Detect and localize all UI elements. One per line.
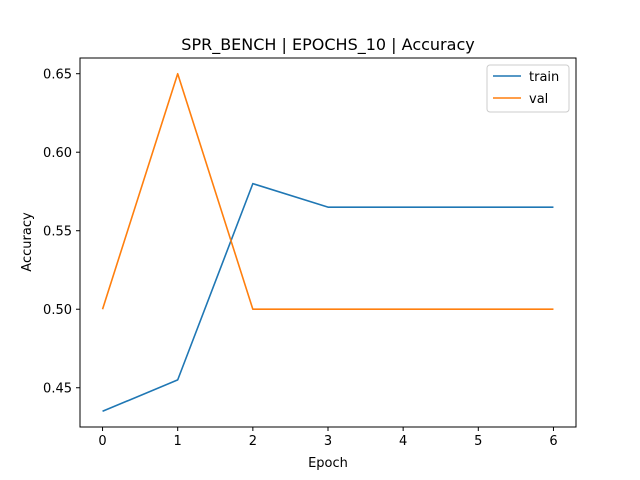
series-layer [101, 72, 554, 413]
legend-label-val: val [529, 92, 548, 107]
series-line-val [101, 72, 554, 311]
plot-area-frame [79, 57, 577, 428]
x-tick-label: 3 [324, 434, 332, 449]
x-tick-label: 1 [174, 434, 182, 449]
y-axis-label: Accuracy [20, 212, 35, 272]
x-tick-label: 2 [249, 434, 257, 449]
x-axis-label: Epoch [308, 456, 348, 471]
x-tick-label: 5 [474, 434, 482, 449]
legend: train val [486, 64, 570, 113]
y-tick-label: 0.65 [43, 68, 72, 83]
chart-title: SPR_BENCH | EPOCHS_10 | Accuracy [181, 35, 474, 55]
y-tick-label: 0.60 [43, 146, 72, 161]
legend-label-train: train [529, 70, 559, 85]
ticks-layer: 0 1 2 3 4 5 6 0.45 0.50 0.55 0.60 0.65 [43, 68, 558, 449]
series-line-train [102, 182, 554, 413]
y-tick-label: 0.45 [43, 382, 72, 397]
x-tick-label: 0 [98, 434, 106, 449]
x-tick-label: 6 [549, 434, 557, 449]
x-tick-label: 4 [399, 434, 407, 449]
y-tick-label: 0.55 [43, 225, 72, 240]
y-tick-label: 0.50 [43, 303, 72, 318]
